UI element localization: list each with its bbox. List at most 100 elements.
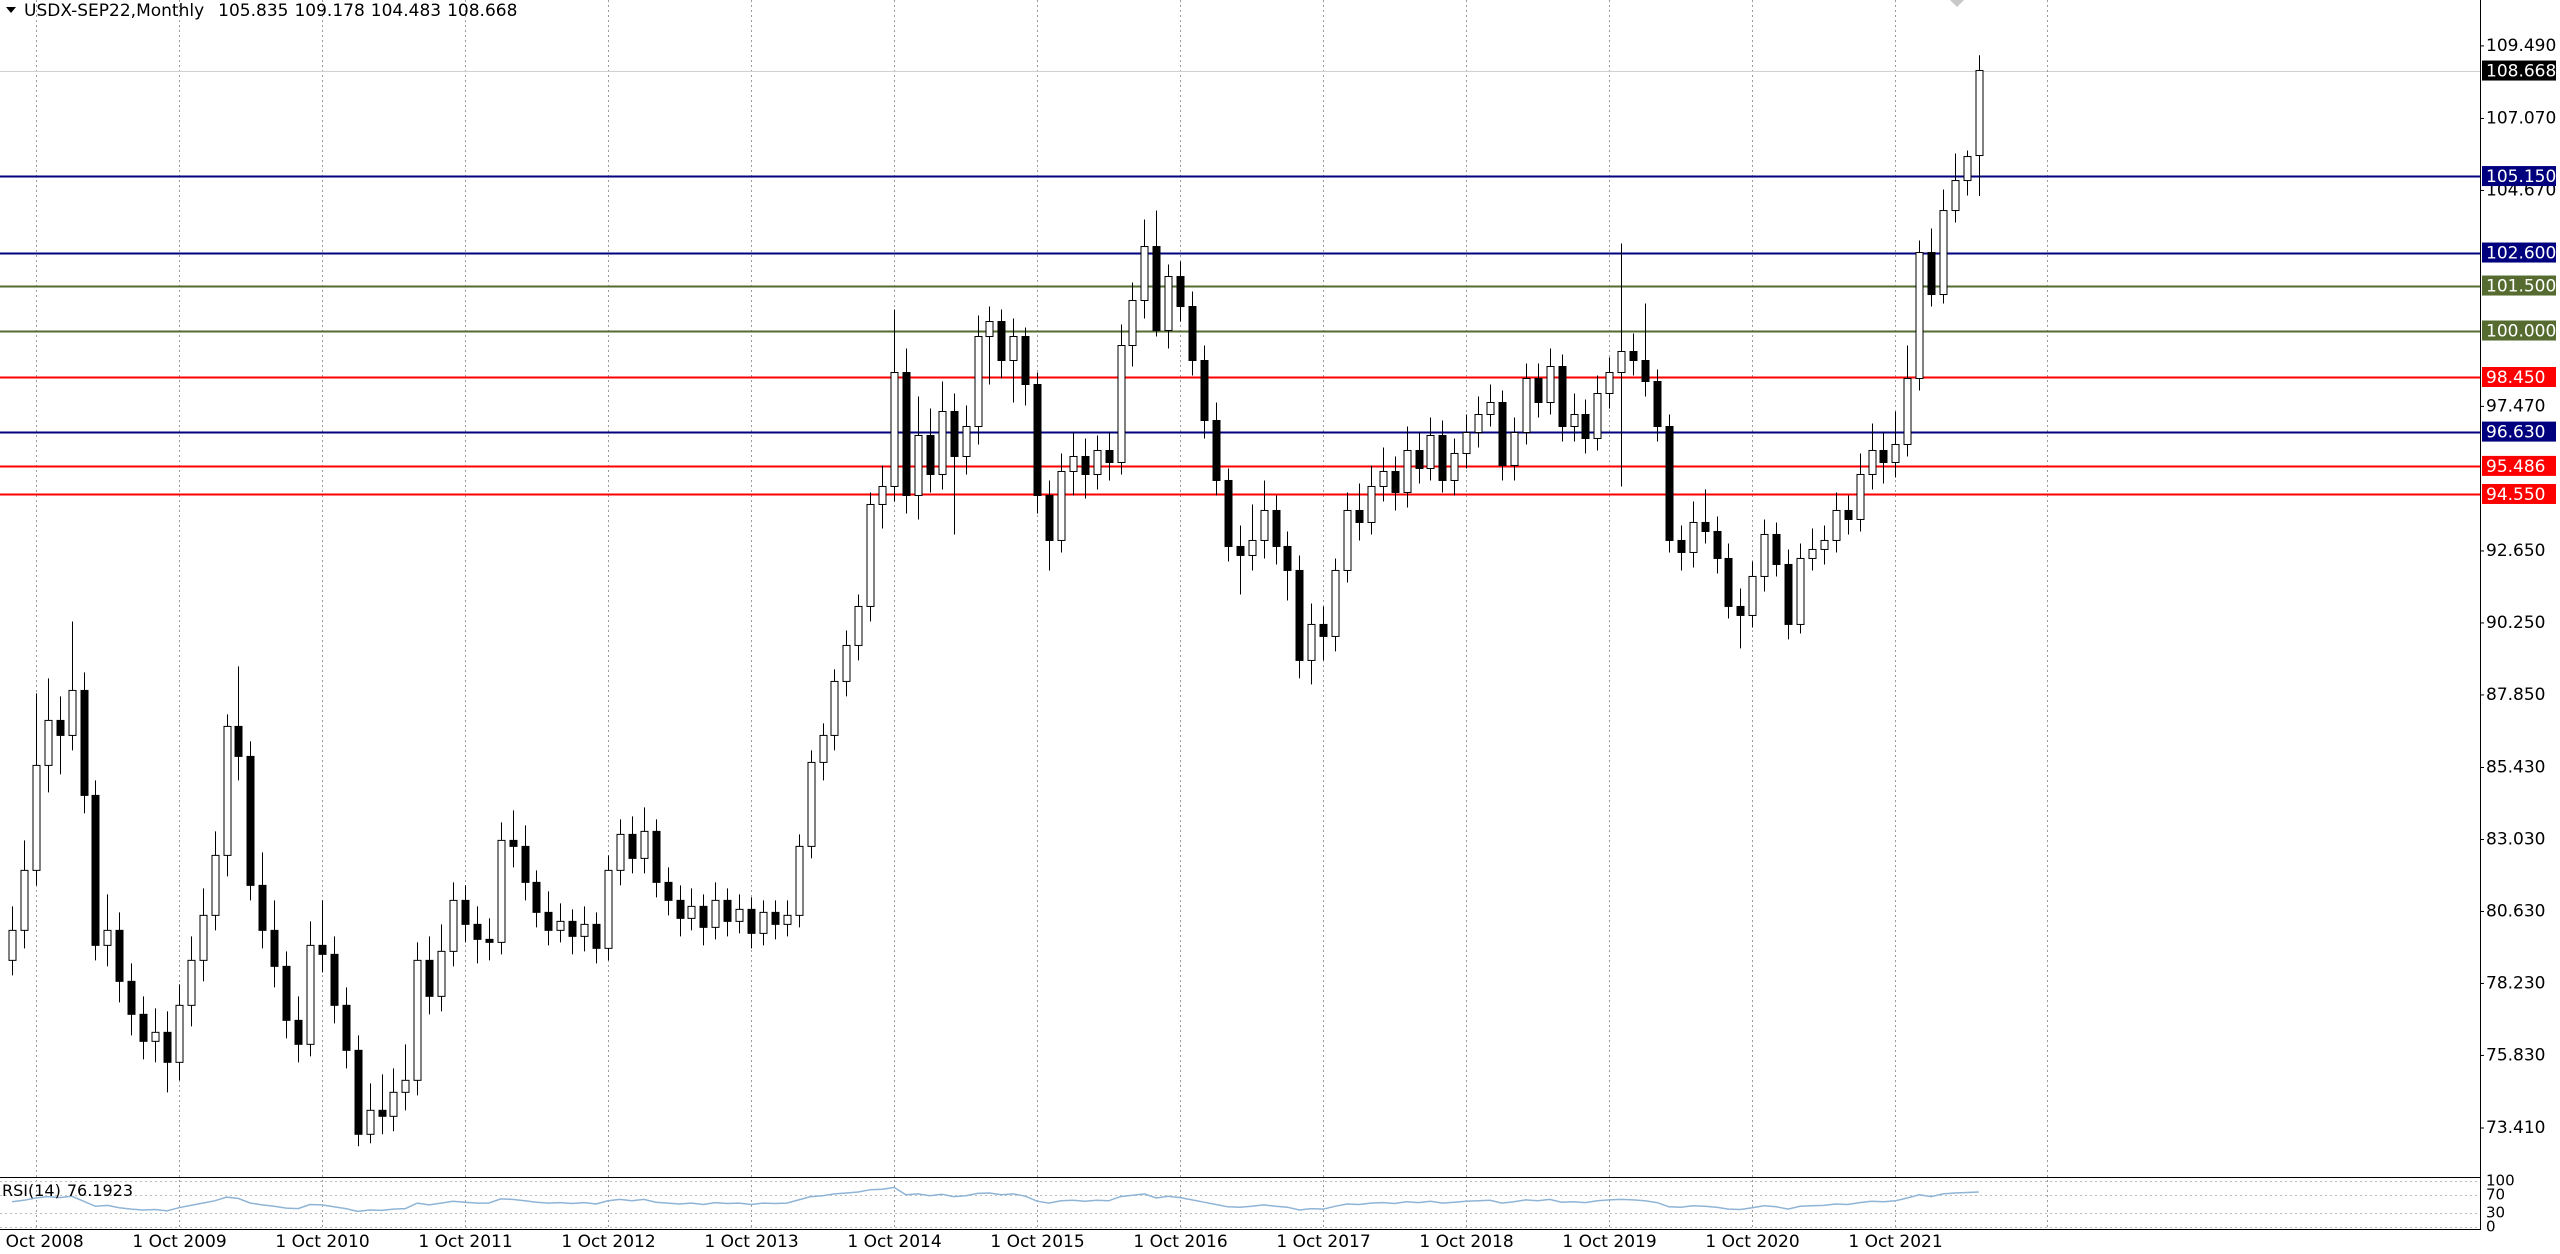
x-tick-label: 1 Oct 2021	[1848, 1232, 1942, 1252]
candle-body	[1367, 485, 1376, 523]
candle-body	[568, 920, 577, 937]
candle-body	[795, 845, 804, 916]
candle-body	[1128, 300, 1137, 347]
y-tick-label: 73.410	[2486, 1118, 2545, 1138]
candle-body	[1260, 509, 1269, 541]
candle-body	[1832, 509, 1841, 541]
candle-body	[354, 1049, 363, 1135]
candle-body	[330, 953, 339, 1006]
candle-body	[1164, 276, 1173, 332]
candle-body	[1105, 449, 1114, 463]
candle-body	[866, 503, 875, 607]
x-tick-label: 1 Oct 2014	[847, 1232, 941, 1252]
candle-body	[1272, 509, 1281, 547]
y-tick-label: 75.830	[2486, 1045, 2545, 1065]
collapse-icon[interactable]	[6, 7, 16, 13]
candle-body	[1546, 366, 1555, 403]
candle-body	[1903, 378, 1912, 445]
candle-body	[1879, 449, 1888, 463]
candle-body	[1415, 449, 1424, 469]
candle-body	[68, 689, 77, 736]
candle-body	[1927, 252, 1936, 296]
level-label-box	[2482, 166, 2556, 187]
y-tick-label: 80.630	[2486, 901, 2545, 921]
candle-body	[80, 689, 89, 796]
candle-body	[1605, 372, 1614, 394]
candle-body	[616, 833, 625, 871]
candle-body	[223, 725, 232, 856]
candle-body	[1426, 434, 1435, 469]
candle-body	[878, 485, 887, 505]
candle-body	[342, 1004, 351, 1051]
candle-body	[20, 869, 29, 931]
candle-body	[103, 929, 112, 946]
candle-body	[1653, 381, 1662, 427]
candle-body	[282, 965, 291, 1021]
candle-body	[1534, 378, 1543, 403]
grid-layer	[0, 0, 2480, 1229]
rsi-tick-label: 70	[2486, 1185, 2505, 1203]
rsi-value: 76.1923	[67, 1181, 133, 1200]
x-tick-label: 1 Oct 2016	[1133, 1232, 1227, 1252]
candle-body	[199, 914, 208, 961]
candle-body	[1331, 569, 1340, 637]
candle-body	[842, 644, 851, 682]
candle-body	[1045, 494, 1054, 541]
open-value: 105.835	[218, 1, 288, 21]
candle-body	[1236, 545, 1245, 556]
candle-body	[830, 680, 839, 736]
candle-body	[974, 336, 983, 427]
candle-body	[1057, 470, 1066, 541]
y-tick-label: 78.230	[2486, 973, 2545, 993]
candle-body	[8, 929, 17, 961]
candle-body	[56, 719, 65, 736]
x-tick-label: 1 Oct 2020	[1705, 1232, 1799, 1252]
level-label: 98.450	[2486, 368, 2545, 388]
candle-body	[783, 914, 792, 925]
candle-body	[556, 920, 565, 931]
candle-body	[1558, 366, 1567, 427]
candle-body	[1117, 345, 1126, 463]
candle-body	[1724, 557, 1733, 607]
x-tick-label: 1 Oct 2013	[704, 1232, 798, 1252]
candle-body	[449, 899, 458, 952]
candle-body	[485, 938, 494, 943]
candle-body	[592, 923, 601, 949]
candle-body	[1510, 431, 1519, 466]
rsi-line	[11, 1186, 1979, 1213]
candle-body	[1355, 509, 1364, 523]
candle-body	[1188, 306, 1197, 362]
candle-body	[985, 321, 994, 338]
candle-body	[461, 899, 470, 925]
candle-body	[652, 830, 661, 883]
candle-body	[1939, 210, 1948, 296]
candle-body	[711, 899, 720, 928]
rsi-tick-label: 0	[2486, 1218, 2496, 1236]
candle-body	[723, 899, 732, 922]
level-label-box	[2482, 320, 2556, 341]
candle-body	[747, 908, 756, 934]
candle-body	[1140, 246, 1149, 302]
candle-body	[1343, 509, 1352, 571]
candle-body	[950, 410, 959, 457]
candle-body	[580, 923, 589, 937]
candle-body	[1307, 623, 1316, 661]
candle-body	[1629, 351, 1638, 362]
candle-body	[926, 434, 935, 475]
rsi-name: RSI(14)	[2, 1181, 61, 1200]
x-tick-label: 1 Oct 2015	[990, 1232, 1084, 1252]
candle-body	[699, 905, 708, 928]
candle-body	[1069, 455, 1078, 472]
candle-body	[246, 755, 255, 886]
candle-body	[1772, 533, 1781, 565]
candle-body	[1224, 479, 1233, 547]
candle-body	[425, 959, 434, 997]
candle-body	[1152, 246, 1161, 332]
header: USDX-SEP22,Monthly 105.835 109.178 104.483 1…	[24, 1, 517, 21]
rsi-header: RSI(14) 76.1923	[2, 1181, 133, 1200]
candle-body	[771, 911, 780, 925]
candle-body	[1689, 521, 1698, 553]
level-label: 96.630	[2486, 423, 2545, 443]
